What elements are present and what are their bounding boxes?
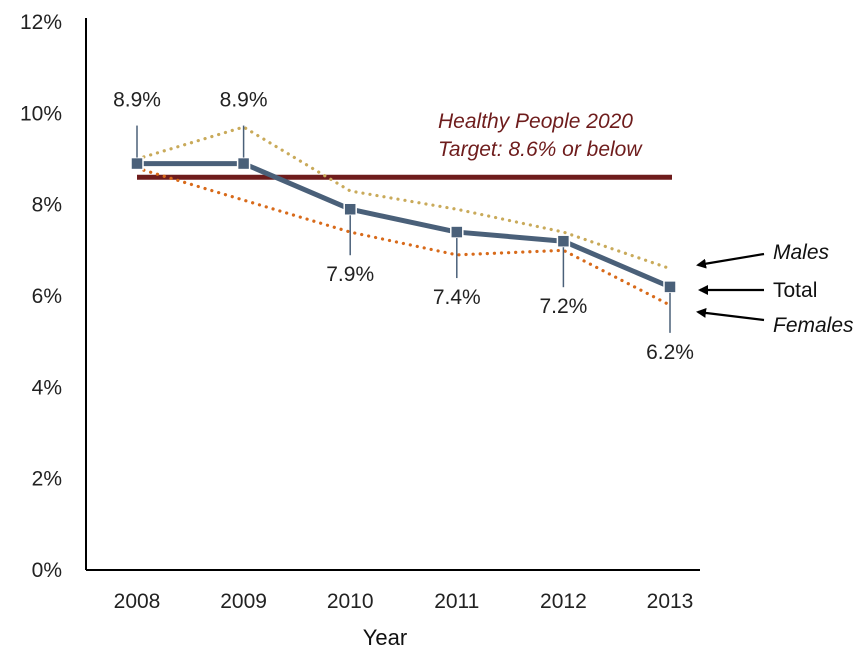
data-point-total	[556, 234, 571, 248]
y-tick-label: 10%	[20, 102, 62, 125]
y-tick-label: 4%	[32, 376, 62, 399]
y-tick-label: 8%	[32, 194, 62, 217]
legend: Males Total Females	[696, 241, 854, 337]
x-tick-label: 2013	[647, 590, 694, 613]
x-tick-label: 2012	[540, 590, 587, 613]
data-labels: 8.9% 8.9% 7.9% 7.4% 7.2% 6.2%	[113, 89, 694, 364]
x-axis-ticks: 2008 2009 2010 2011 2012 2013	[114, 590, 694, 613]
series-group	[130, 125, 677, 307]
target-label-line1: Healthy People 2020	[438, 110, 633, 133]
x-tick-label: 2008	[114, 590, 161, 613]
y-tick-label: 2%	[32, 468, 62, 491]
data-label: 7.9%	[326, 263, 374, 286]
x-tick-label: 2011	[434, 590, 479, 613]
data-point-total	[343, 202, 357, 216]
data-label: 8.9%	[220, 89, 268, 112]
x-axis-label: Year	[363, 625, 407, 650]
y-tick-label: 12%	[20, 11, 62, 34]
legend-label-females: Females	[773, 314, 854, 337]
data-point-total	[236, 156, 251, 171]
y-tick-label: 0%	[32, 559, 62, 582]
legend-label-males: Males	[773, 241, 830, 264]
y-axis-ticks: 0% 2% 4% 6% 8% 10% 12%	[20, 11, 62, 582]
data-label: 7.4%	[433, 286, 481, 309]
data-point-total	[450, 225, 464, 239]
y-tick-label: 6%	[32, 285, 62, 308]
target-line-group: Healthy People 2020 Target: 8.6% or below	[137, 110, 672, 180]
data-label: 8.9%	[113, 89, 161, 112]
legend-label-total: Total	[773, 279, 817, 302]
series-line-total	[137, 161, 671, 290]
data-label: 6.2%	[646, 341, 694, 364]
series-line-females	[135, 166, 672, 307]
x-tick-label: 2010	[327, 590, 374, 613]
series-line-males	[135, 125, 672, 271]
data-point-total	[130, 156, 144, 171]
target-label-line2: Target: 8.6% or below	[438, 138, 643, 161]
x-tick-label: 2009	[220, 590, 267, 613]
legend-arrow-females	[696, 307, 765, 322]
legend-arrow-males	[696, 252, 765, 269]
axes	[85, 18, 700, 571]
data-label: 7.2%	[539, 295, 587, 318]
data-point-total	[663, 280, 677, 294]
